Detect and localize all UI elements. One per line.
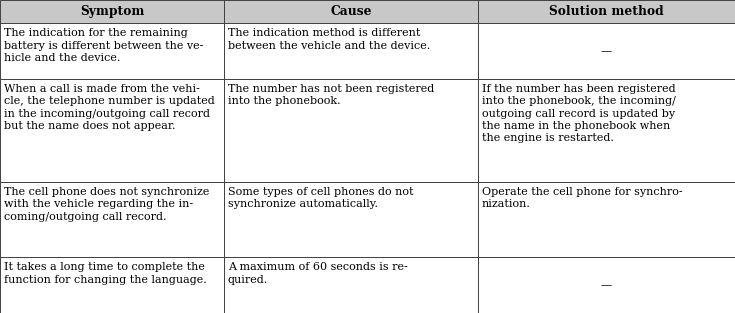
Text: Solution method: Solution method [549, 5, 664, 18]
Text: A maximum of 60 seconds is re-
quired.: A maximum of 60 seconds is re- quired. [228, 262, 408, 285]
Text: The indication method is different
between the vehicle and the device.: The indication method is different betwe… [228, 28, 430, 51]
Text: —: — [601, 280, 612, 290]
Bar [478, 257, 735, 313]
Bar [0, 23, 224, 79]
Text: —: — [601, 46, 612, 56]
Bar [224, 182, 478, 257]
Text: Symptom: Symptom [80, 5, 144, 18]
Bar [224, 257, 478, 313]
Text: The cell phone does not synchronize
with the vehicle regarding the in-
coming/ou: The cell phone does not synchronize with… [4, 187, 209, 222]
Bar [478, 0, 735, 23]
Text: Cause: Cause [330, 5, 372, 18]
Text: When a call is made from the vehi-
cle, the telephone number is updated
in the i: When a call is made from the vehi- cle, … [4, 84, 215, 131]
Bar [0, 79, 224, 182]
Bar [224, 0, 478, 23]
Bar [478, 23, 735, 79]
Bar [0, 257, 224, 313]
Bar [224, 79, 478, 182]
Text: Operate the cell phone for synchro-
nization.: Operate the cell phone for synchro- niza… [482, 187, 683, 209]
Bar [224, 23, 478, 79]
Bar [0, 182, 224, 257]
Text: If the number has been registered
into the phonebook, the incoming/
outgoing cal: If the number has been registered into t… [482, 84, 676, 143]
Bar [0, 0, 224, 23]
Text: Some types of cell phones do not
synchronize automatically.: Some types of cell phones do not synchro… [228, 187, 414, 209]
Text: The indication for the remaining
battery is different between the ve-
hicle and : The indication for the remaining battery… [4, 28, 204, 63]
Text: The number has not been registered
into the phonebook.: The number has not been registered into … [228, 84, 434, 106]
Bar [478, 182, 735, 257]
Text: It takes a long time to complete the
function for changing the language.: It takes a long time to complete the fun… [4, 262, 207, 285]
Bar [478, 79, 735, 182]
